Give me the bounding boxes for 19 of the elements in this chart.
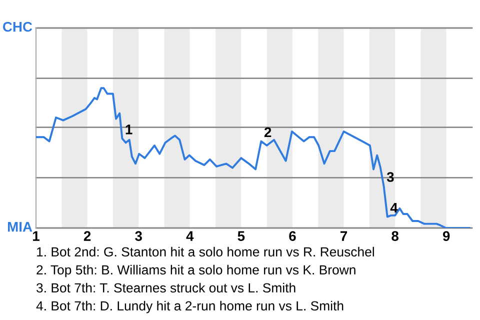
x-tick-label: 9 bbox=[442, 231, 450, 241]
annotation: 2 bbox=[264, 127, 272, 138]
ref-line-label: CHC bbox=[2, 22, 32, 32]
text: 1. Bot 2nd: G. Stanton hit a solo home run vs R. Reuschel bbox=[37, 246, 374, 257]
annotation: 1 bbox=[126, 124, 132, 134]
x-tick-label: 8 bbox=[392, 231, 398, 241]
x-tick-label: 4 bbox=[186, 231, 194, 241]
text: 2. Top 5th: B. Williams hit a solo home run vs K. Brown bbox=[36, 264, 356, 278]
x-tick-label: 5 bbox=[238, 231, 245, 241]
annotation: 4 bbox=[390, 202, 398, 213]
text: 3. Bot 7th: T. Stearnes struck out vs L. Smith bbox=[36, 282, 296, 293]
x-tick-label: 6 bbox=[289, 231, 296, 241]
text: 4. Bot 7th: D. Lundy hit a 2-run home run vs L. Smith bbox=[36, 300, 344, 314]
x-tick-label: 7 bbox=[340, 231, 348, 241]
ref-line-label: MIA bbox=[8, 222, 32, 232]
x-tick-label: 2 bbox=[84, 231, 91, 241]
annotation: 3 bbox=[386, 172, 394, 182]
x-tick-label: 3 bbox=[135, 231, 142, 241]
x-tick-label: 1 bbox=[33, 231, 40, 241]
